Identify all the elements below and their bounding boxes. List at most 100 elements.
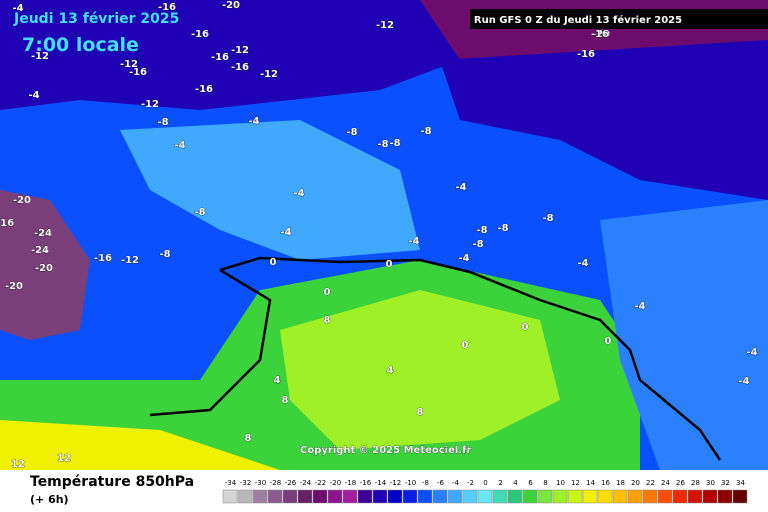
temp-label: -4 [174,140,185,151]
temp-label: -4 [12,3,23,14]
temp-label: -12 [376,20,394,31]
temp-label: -20 [35,263,53,274]
legend-swatch [522,489,538,504]
temp-label: -16 [129,67,147,78]
legend-tick: 12 [571,479,580,487]
copyright: Copyright © 2025 Meteociel.fr [300,445,471,456]
temp-label: -16 [94,253,112,264]
temp-label: -8 [389,138,400,149]
temp-label: -4 [634,301,645,312]
temp-label: -16 [195,84,213,95]
legend-tick: 20 [631,479,640,487]
temp-label: 0 [522,322,529,333]
temp-label: 0 [605,336,612,347]
legend-swatch [612,489,628,504]
temp-label: -8 [472,239,483,250]
mild-area [600,200,768,470]
temp-label: -16 [591,29,609,40]
legend-tick: -18 [345,479,356,487]
temp-label: -4 [746,347,757,358]
legend-tick: -10 [405,479,416,487]
legend-tick: 4 [513,479,518,487]
temp-label: 8 [324,315,331,326]
legend-swatch [582,489,598,504]
temp-label: -12 [121,255,139,266]
legend-swatch [447,489,463,504]
legend-swatch [627,489,643,504]
legend-tick: 28 [691,479,700,487]
temp-label: -20 [592,29,610,40]
legend-tick: 22 [646,479,655,487]
run-text: Run GFS 0 Z du Jeudi 13 février 2025 [474,14,682,26]
legend-swatch [342,489,358,504]
legend-tick: 8 [543,479,547,487]
legend-tick: 16 [601,479,610,487]
temp-label: -8 [497,223,508,234]
legend-swatch [402,489,418,504]
legend-swatch [417,489,433,504]
legend-tick: -30 [255,479,266,487]
temp-label: -8 [377,139,388,150]
legend-swatch [492,489,508,504]
legend-swatch [642,489,658,504]
temp-label: -4 [455,182,466,193]
legend-swatch [432,489,448,504]
legend-tick: -4 [452,479,460,487]
warm-area [0,420,280,470]
temp-label: -8 [157,117,168,128]
warm-area [280,290,560,450]
temp-label: -4 [28,90,39,101]
temp-label: -24 [34,228,52,239]
temp-label: -4 [280,227,291,238]
legend-tick: 18 [616,479,625,487]
temp-label: 0 [462,340,469,351]
temp-label: -12 [141,99,159,110]
legend-swatch [537,489,553,504]
legend-swatch [717,489,733,504]
legend-tick: 24 [661,479,670,487]
temp-label: 12 [11,459,25,470]
temp-label: -16 [211,52,229,63]
footer-step: (+ 6h) [30,493,69,506]
temp-label: -20 [13,195,31,206]
legend-swatch [462,489,478,504]
legend-swatch [567,489,583,504]
mild-area [120,120,420,260]
temp-label: -4 [458,253,469,264]
legend-tick: 2 [498,479,502,487]
legend-swatch [687,489,703,504]
legend-swatch [372,489,388,504]
temp-label: 0 [270,257,277,268]
legend-swatch [252,489,268,504]
temp-label: -8 [159,249,170,260]
cold-area [0,190,90,340]
temp-label: -8 [542,213,553,224]
legend: -34 -32 -30 -28 -26 -24 -22 -20 -18 -16 -14 -12 -10-… [222,479,748,504]
temp-label: 4 [274,375,281,386]
legend-tick: -34 [225,479,237,487]
cold-area [440,40,768,200]
temp-label: -16 [231,62,249,73]
temp-label: 0 [386,259,393,270]
legend-tick: 30 [706,479,715,487]
legend-tick: -8 [422,479,429,487]
legend-tick: 14 [586,479,595,487]
temp-label: -12 [231,45,249,56]
temp-label: 8 [245,433,252,444]
temp-label: -8 [346,127,357,138]
legend-swatch [282,489,298,504]
temp-label: 8 [282,395,289,406]
legend-swatch [732,489,748,504]
temp-label: -12 [31,51,49,62]
legend-swatch [222,489,238,504]
legend-swatch [312,489,328,504]
footer-title: Température 850hPa [30,474,194,490]
legend-swatch [507,489,523,504]
legend-swatch [297,489,313,504]
date-text: Jeudi 13 février 2025 [13,11,179,27]
legend-tick: -2 [467,479,474,487]
legend-tick: 6 [528,479,533,487]
legend-tick: 10 [556,479,565,487]
time-text: 7:00 locale [22,34,139,56]
